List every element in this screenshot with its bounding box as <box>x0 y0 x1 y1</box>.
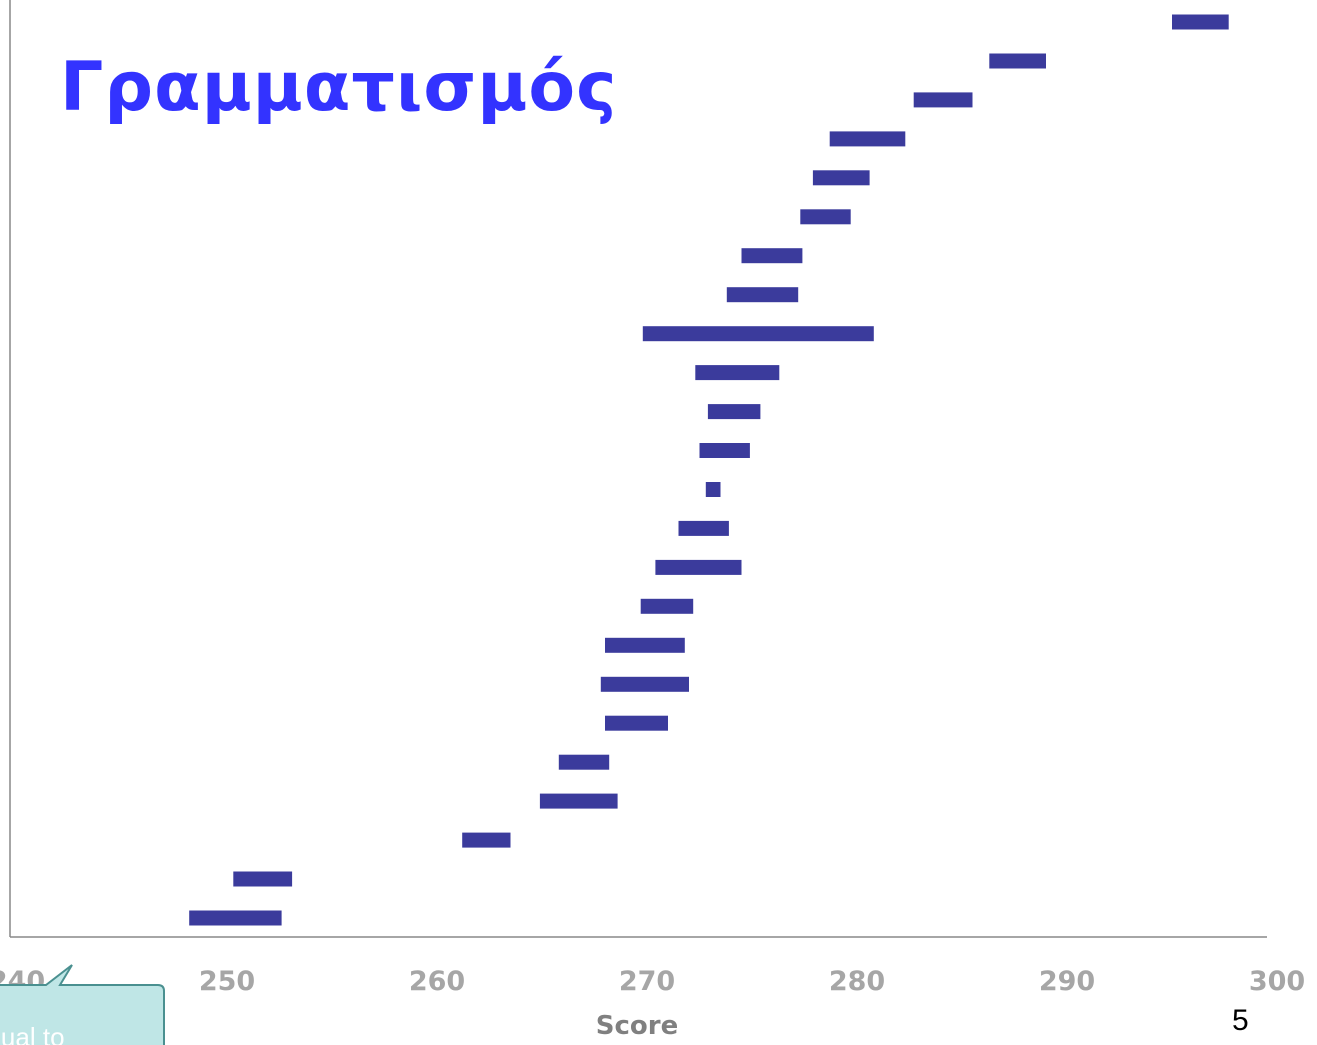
range-bar <box>189 910 282 926</box>
range-bar <box>233 871 293 887</box>
range-bar <box>558 754 610 770</box>
slide-number: 5 <box>1232 1004 1249 1037</box>
range-bar <box>829 131 906 147</box>
x-tick-label: 300 <box>1249 966 1305 997</box>
range-bar <box>678 520 729 536</box>
range-bar <box>640 598 694 614</box>
x-axis-label: Score <box>596 1011 678 1041</box>
range-bar <box>462 832 511 848</box>
range-bar <box>699 443 750 458</box>
range-bar <box>913 92 973 108</box>
range-bar <box>655 559 742 575</box>
range-bar <box>695 365 780 381</box>
x-tick-label: 280 <box>829 966 885 997</box>
x-tick-label: 260 <box>409 966 465 997</box>
range-bar <box>605 715 668 731</box>
range-bar <box>812 170 870 186</box>
range-bar <box>539 793 618 809</box>
x-tick-labels: 240250260270280290300 <box>0 966 1305 997</box>
range-bar <box>1172 14 1229 30</box>
x-tick-label: 270 <box>619 966 675 997</box>
x-tick-label: 290 <box>1039 966 1095 997</box>
range-bar <box>642 326 874 342</box>
x-tick-label: 250 <box>199 966 255 997</box>
callout-text: equal to <box>0 1022 65 1045</box>
range-bar <box>605 637 685 653</box>
range-bar <box>800 209 851 225</box>
slide-title: Γραμματισμός <box>60 48 618 127</box>
range-bar <box>989 53 1046 69</box>
range-bar <box>726 287 799 303</box>
range-bar <box>600 676 689 692</box>
range-bar <box>707 404 761 420</box>
range-bar <box>705 482 721 497</box>
bars-layer <box>189 14 1229 926</box>
speech-bubble-callout <box>0 964 165 1045</box>
range-bar <box>741 248 803 264</box>
